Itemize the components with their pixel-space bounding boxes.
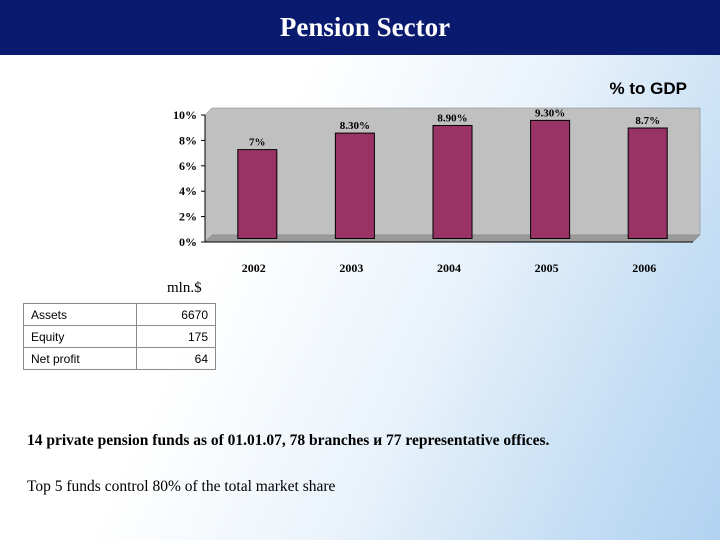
data-label: 8.90% xyxy=(437,112,467,124)
gdp-bar-chart: % to GDP 0% 2% 4% 6% 8% 10% 7% 2002 8.30% 2003 8.9… xyxy=(173,79,701,275)
bar xyxy=(432,124,473,239)
metrics-row: Net profit 64 xyxy=(23,347,216,370)
funds-note: 14 private pension funds as of 01.01.07,… xyxy=(27,432,550,449)
title-bar: Pension Sector xyxy=(0,0,720,55)
y-tick-label: 8% xyxy=(179,133,197,147)
metric-label: Equity xyxy=(23,325,137,348)
data-label: 9.30% xyxy=(535,107,565,119)
bar xyxy=(530,119,571,239)
y-tick-label: 10% xyxy=(173,108,197,122)
data-label: 8.7% xyxy=(635,115,660,127)
x-tick-label: 2005 xyxy=(535,261,559,275)
metrics-table: Assets 6670 Equity 175 Net profit 64 xyxy=(23,303,216,370)
bar xyxy=(237,149,278,239)
data-label: 8.30% xyxy=(340,120,370,132)
bar xyxy=(334,132,375,240)
page-title: Pension Sector xyxy=(279,12,451,42)
y-tick-label: 2% xyxy=(179,210,197,224)
metrics-row: Equity 175 xyxy=(23,325,216,348)
metric-value: 64 xyxy=(136,347,216,370)
x-tick-label: 2003 xyxy=(339,261,363,275)
metric-label: Assets xyxy=(23,303,137,326)
data-label: 7% xyxy=(249,137,265,149)
unit-label: mln.$ xyxy=(167,280,202,296)
x-tick-label: 2006 xyxy=(632,261,656,275)
metric-value: 175 xyxy=(136,325,216,348)
metrics-row: Assets 6670 xyxy=(23,303,216,326)
bar xyxy=(627,127,668,239)
y-tick-label: 4% xyxy=(179,184,197,198)
x-tick-label: 2002 xyxy=(242,261,266,275)
plot-area: 0% 2% 4% 6% 8% 10% 7% 2002 8.30% 2003 8.90% 2004 9.3… xyxy=(173,107,701,275)
metric-label: Net profit xyxy=(23,347,137,370)
x-tick-label: 2004 xyxy=(437,261,461,275)
market-share-note: Top 5 funds control 80% of the total mar… xyxy=(27,478,336,495)
metric-value: 6670 xyxy=(136,303,216,326)
y-tick-label: 0% xyxy=(179,235,197,249)
chart-title: % to GDP xyxy=(610,79,687,98)
y-tick-label: 6% xyxy=(179,159,197,173)
